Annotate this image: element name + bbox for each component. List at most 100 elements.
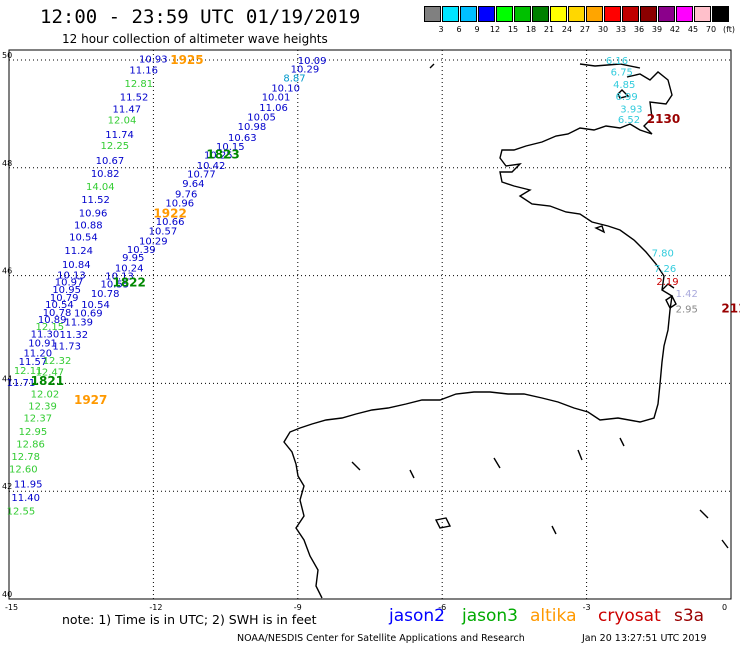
- wave-height-value: 11.74: [105, 130, 134, 141]
- wave-height-value: 10.98: [238, 122, 267, 133]
- wave-height-value: 11.71: [7, 378, 36, 389]
- wave-height-value: 10.39: [127, 245, 156, 256]
- lat-lon-grid: [8, 50, 732, 600]
- coast-normandy: [626, 71, 673, 135]
- wave-height-value: 10.01: [262, 92, 291, 103]
- lon-tick-label: -12: [149, 603, 162, 612]
- wave-height-value: 12.02: [31, 389, 60, 400]
- wave-height-value: 11.52: [120, 92, 149, 103]
- wave-height-value: 12.11: [14, 366, 43, 377]
- wave-height-value: 11.73: [52, 341, 81, 352]
- wave-height-value: 10.09: [298, 56, 327, 67]
- legend-swatch: [532, 6, 549, 22]
- wave-height-value: 10.82: [91, 169, 120, 180]
- wave-height-value: 10.55: [100, 279, 129, 290]
- wave-height-value: 11.57: [19, 357, 48, 368]
- legend-swatch: [586, 6, 603, 22]
- wave-height-value: 12.86: [16, 440, 45, 451]
- coast-ile-de-re: [661, 283, 675, 291]
- legend-swatch: [424, 6, 441, 22]
- wave-height-value: 11.20: [23, 348, 52, 359]
- wave-height-value: 11.39: [64, 318, 93, 329]
- satellite-name: altika: [530, 606, 577, 626]
- wave-height-value: 12.47: [35, 367, 64, 378]
- coast-cornwall: [579, 63, 641, 69]
- footer-note: note: 1) Time is in UTC; 2) SWH is in fe…: [62, 612, 317, 627]
- wave-height-value: 10.96: [165, 199, 194, 210]
- legend-swatch: [568, 6, 585, 22]
- wave-height-value: 11.40: [11, 493, 40, 504]
- wave-height-value: 10.54: [69, 233, 98, 244]
- wave-height-value: 11.52: [81, 195, 110, 206]
- satellite-name: s3a: [674, 606, 705, 626]
- coast-inland-lakes: [351, 63, 729, 549]
- wave-height-value: 11.16: [129, 65, 158, 76]
- legend-swatch: [604, 6, 621, 22]
- wave-height-value: 10.24: [115, 263, 144, 274]
- lat-tick-label: 48: [2, 159, 12, 168]
- wave-height-value: 3.93: [620, 104, 642, 115]
- pass-time-label: 2130: [647, 112, 680, 126]
- wave-height-value: 8.87: [283, 74, 305, 85]
- lat-tick-label: 46: [2, 267, 12, 276]
- lat-tick-label: 50: [2, 51, 12, 60]
- legend-label: (ft): [722, 25, 736, 34]
- legend-label: 3: [438, 25, 444, 34]
- wave-height-value: 12.95: [19, 427, 48, 438]
- wave-height-value: 1.42: [676, 289, 698, 300]
- legend-label: 45: [687, 25, 699, 34]
- pass-time-label: 1823: [206, 148, 239, 162]
- legend-label: 9: [474, 25, 480, 34]
- wave-height-value: 12.81: [125, 79, 154, 90]
- wave-height-value: 10.96: [79, 208, 108, 219]
- legend-swatch: [496, 6, 513, 22]
- lon-tick-label: -9: [294, 603, 302, 612]
- legend-label: 30: [597, 25, 609, 34]
- wave-height-value: 10.05: [247, 112, 276, 123]
- legend-swatch: [460, 6, 477, 22]
- wave-height-value: 6.99: [615, 92, 637, 103]
- pass-time-label: 1927: [74, 393, 107, 407]
- wave-height-value: 10.78: [43, 308, 72, 319]
- lon-tick-label: -3: [583, 603, 591, 612]
- wave-height-value: 10.54: [45, 300, 74, 311]
- wave-height-value: 11.47: [112, 104, 141, 115]
- legend-label: 27: [579, 25, 591, 34]
- wave-height-value: 10.13: [105, 271, 134, 282]
- wave-height-value: 10.67: [96, 156, 125, 167]
- wave-height-value: 9.76: [175, 189, 197, 200]
- wave-height-value: 12.37: [23, 414, 52, 425]
- legend-swatch: [658, 6, 675, 22]
- wave-height-value: 10.63: [228, 133, 257, 144]
- satellite-name: jason3: [462, 606, 518, 626]
- coast-belle-ile: [594, 225, 606, 234]
- wave-height-value: 10.79: [50, 293, 79, 304]
- wave-height-value: 12.78: [11, 452, 40, 463]
- map-title: 12:00 - 23:59 UTC 01/19/2019: [40, 6, 361, 28]
- legend-label: 12: [489, 25, 501, 34]
- wave-height-value: 2.19: [656, 277, 678, 288]
- wave-height-value: 7.26: [654, 264, 676, 275]
- legend-swatch: [478, 6, 495, 22]
- generated-timestamp: Jan 20 13:27:51 UTC 2019: [582, 633, 707, 644]
- wave-height-value: 12.15: [35, 322, 64, 333]
- wave-height-value: 10.97: [55, 277, 84, 288]
- coast-brittany-biscay: [283, 123, 673, 599]
- credit-line: NOAA/NESDIS Center for Satellite Applica…: [237, 633, 525, 644]
- wave-height-value: 14.04: [86, 182, 115, 193]
- legend-label: 70: [705, 25, 717, 34]
- legend-swatch: [676, 6, 693, 22]
- altimeter-observations: 10.9311.1612.8111.5211.4712.0411.7412.25…: [7, 55, 698, 518]
- wave-height-value: 9.95: [122, 253, 144, 264]
- wave-height-value: 12.55: [7, 506, 36, 517]
- wave-height-value: 10.57: [149, 227, 178, 238]
- wave-height-value: 12.04: [108, 116, 137, 127]
- wave-height-value: 6.16: [606, 56, 628, 67]
- lon-tick-label: -15: [5, 603, 18, 612]
- wave-height-value: 4.85: [613, 80, 635, 91]
- satellite-name: cryosat: [598, 606, 661, 626]
- legend-swatch: [622, 6, 639, 22]
- lon-tick-label: 0: [722, 603, 727, 612]
- wave-height-value: 12.32: [43, 356, 72, 367]
